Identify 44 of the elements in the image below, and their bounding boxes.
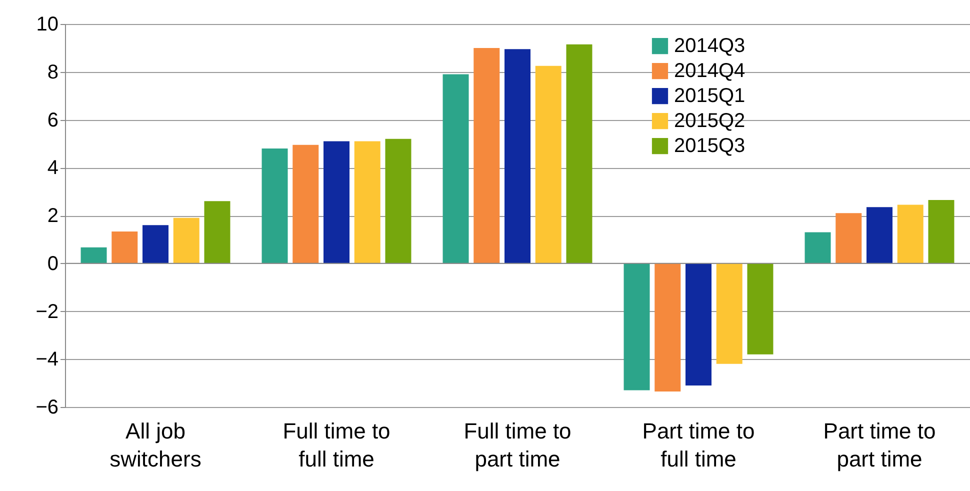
bar (747, 263, 774, 354)
bar (354, 141, 380, 264)
y-tick-label: −4 (36, 348, 58, 371)
legend-label: 2015Q2 (674, 110, 746, 132)
bar (836, 213, 862, 264)
bar (262, 148, 288, 264)
bar (324, 141, 350, 264)
bar (292, 144, 319, 264)
legend-label: 2014Q3 (674, 35, 746, 57)
bar (566, 44, 592, 264)
bar (897, 204, 924, 264)
bar (474, 48, 500, 264)
bar (112, 232, 138, 264)
bar (142, 225, 168, 264)
x-tick-label: Full time to full time (282, 418, 390, 472)
y-tick-label: 10 (36, 14, 58, 36)
legend-label: 2014Q4 (674, 60, 746, 82)
bar (80, 247, 107, 264)
bar (804, 232, 831, 264)
bar (866, 207, 892, 264)
bar (504, 49, 530, 264)
y-tick-label: −2 (36, 300, 58, 323)
bar (173, 218, 200, 264)
y-tick-label: 2 (47, 205, 58, 227)
legend-label: 2015Q1 (674, 85, 746, 107)
y-tick-label: 8 (47, 61, 58, 84)
bar (624, 263, 650, 390)
bar (442, 74, 469, 264)
x-tick-label: Part time to full time (642, 418, 755, 472)
bar (928, 200, 954, 264)
bar (654, 263, 681, 392)
y-tick-label: −6 (36, 396, 58, 418)
legend-label: 2015Q3 (674, 135, 746, 157)
bar (385, 138, 412, 264)
bar (535, 66, 562, 264)
y-tick-label: 4 (47, 157, 58, 180)
bar (204, 201, 230, 264)
x-tick-label: Full time to part time (464, 418, 572, 472)
x-tick-label: All job switchers (110, 418, 202, 472)
y-tick-label: 0 (47, 252, 58, 275)
x-tick-label: Part time to part time (823, 418, 936, 472)
y-tick-label: 6 (47, 109, 58, 132)
bar (686, 263, 712, 386)
bar (716, 263, 742, 364)
